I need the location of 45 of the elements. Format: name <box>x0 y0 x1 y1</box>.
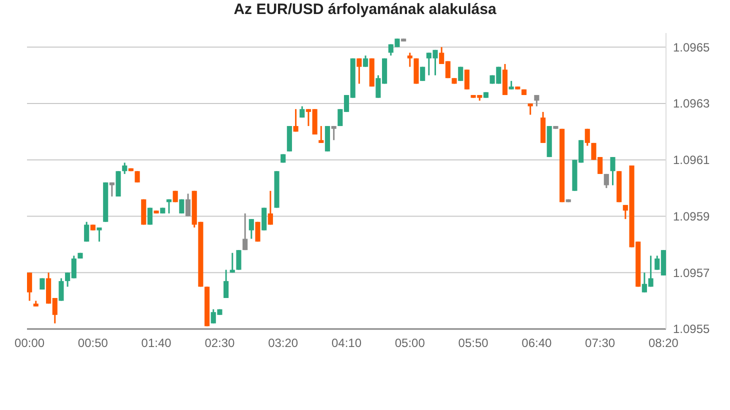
candlestick <box>262 207 267 232</box>
y-tick-label: 1.0957 <box>673 266 710 280</box>
candlestick <box>236 249 242 271</box>
candlestick <box>122 162 128 175</box>
candlestick <box>331 125 336 141</box>
candlestick <box>179 198 184 214</box>
candlestick <box>58 278 64 302</box>
candlestick <box>356 58 362 84</box>
y-tick-label: 1.0959 <box>673 209 710 224</box>
candlestick <box>604 173 609 189</box>
x-tick-label: 02:30 <box>204 336 236 350</box>
candlestick <box>84 221 90 242</box>
candlestick <box>248 218 254 240</box>
candlestick <box>134 170 140 184</box>
candlestick <box>96 226 102 242</box>
candlestick <box>458 66 464 82</box>
candlestick <box>464 68 470 90</box>
candlestick <box>318 125 324 144</box>
candlestick <box>27 272 32 302</box>
candlestick <box>293 108 298 132</box>
x-tick-label: 08:20 <box>648 336 679 350</box>
candlestick <box>268 190 273 226</box>
y-tick-label: 1.0963 <box>673 96 710 111</box>
x-tick-label: 05:00 <box>394 336 426 350</box>
x-tick-label: 00:00 <box>14 336 45 350</box>
x-tick-label: 04:10 <box>331 336 362 350</box>
y-tick-label: 1.0961 <box>673 153 710 168</box>
candlestick <box>407 52 412 68</box>
candlestick <box>224 269 229 299</box>
candlestick <box>362 54 368 68</box>
candlestick <box>420 66 426 82</box>
x-tick-label: 07:30 <box>585 336 616 350</box>
candlestick <box>534 94 540 108</box>
x-tick-label: 01:40 <box>141 336 172 350</box>
x-tick-label: 03:20 <box>268 336 298 350</box>
x-tick-label: 00:50 <box>78 336 108 350</box>
chart-title: Az EUR/USD árfolyamának alakulása <box>234 1 497 18</box>
candlestick <box>185 192 191 217</box>
candlestick <box>584 128 590 147</box>
y-tick-label: 1.0955 <box>673 322 710 336</box>
candlestick <box>610 156 616 186</box>
y-tick-label: 1.0965 <box>673 40 710 54</box>
x-tick-label: 05:50 <box>458 336 489 350</box>
x-tick-label: 06:40 <box>522 336 552 350</box>
candlestick <box>242 212 248 251</box>
